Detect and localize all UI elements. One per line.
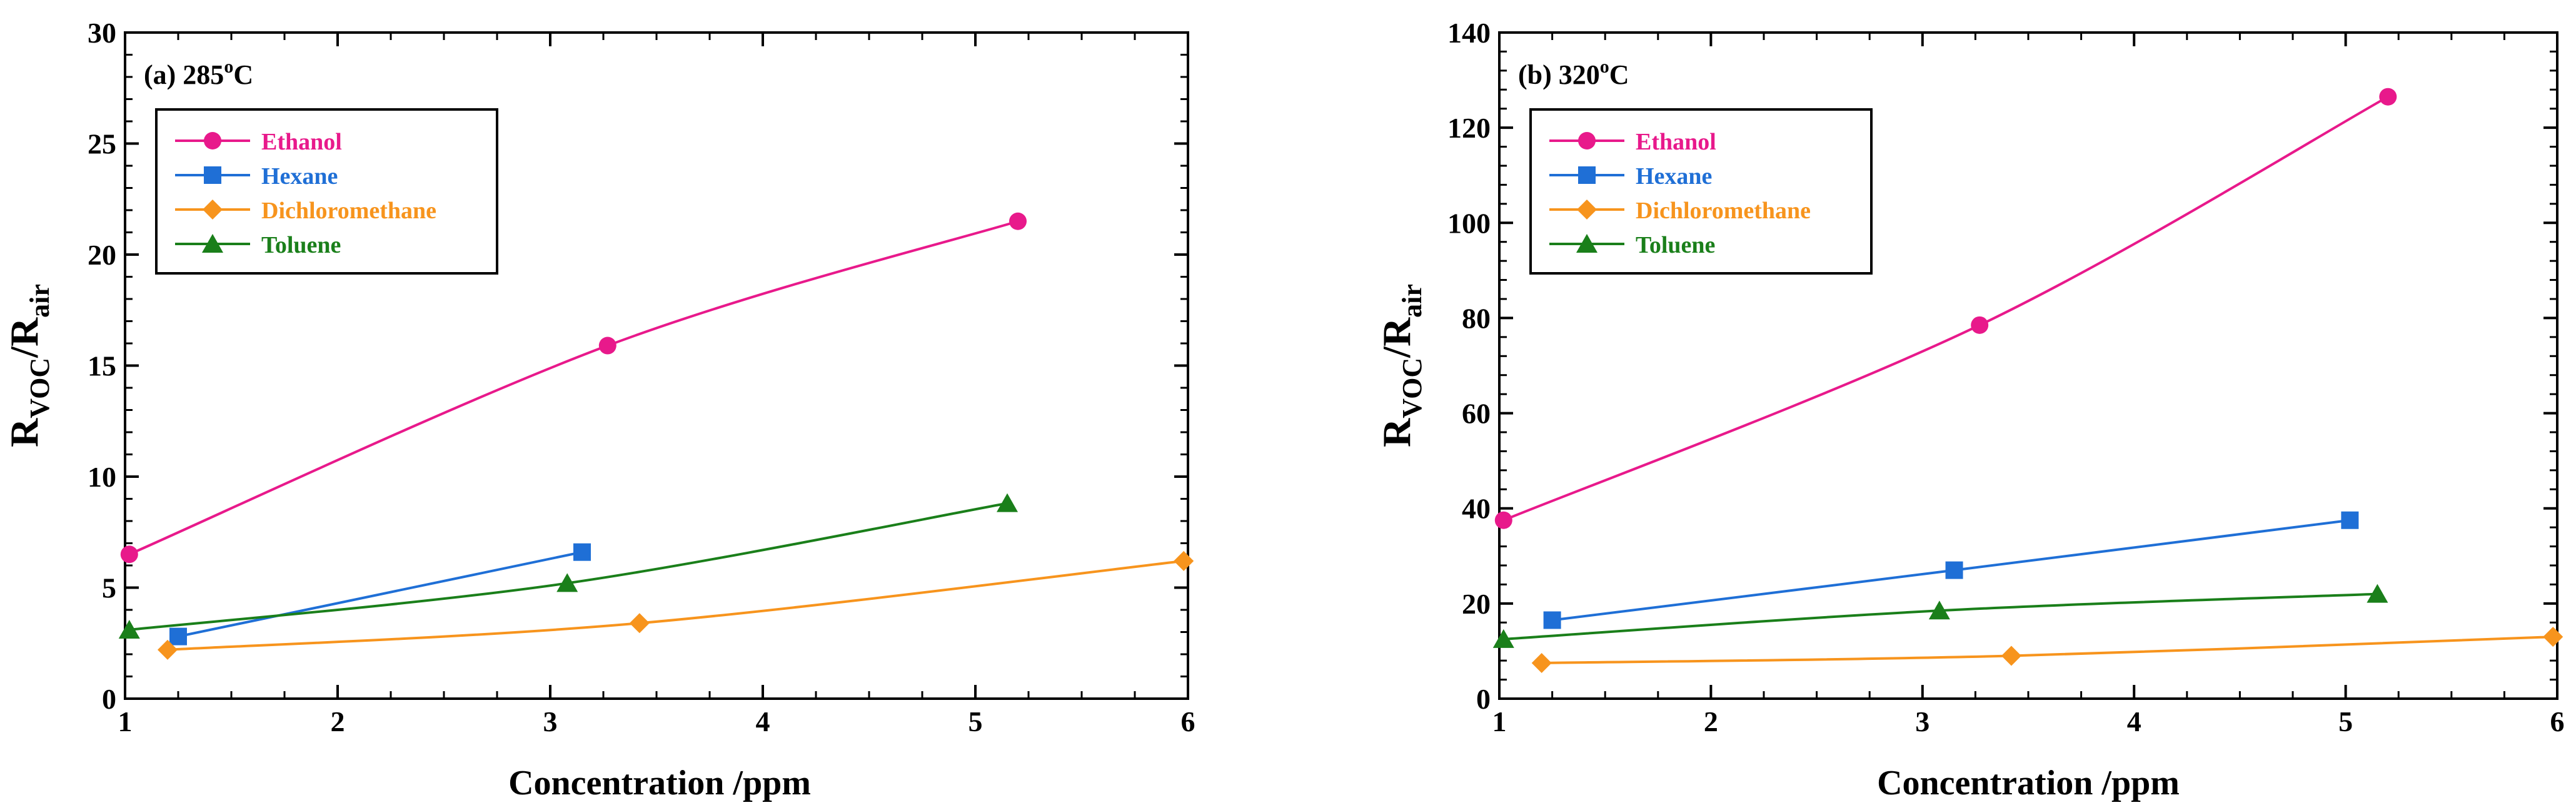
y-tick-label: 140 <box>1447 17 1491 49</box>
data-point-hexane <box>1543 611 1561 629</box>
legend-label-toluene: Toluene <box>1636 232 1715 258</box>
y-axis-title: RVOC/Rair <box>2 284 55 447</box>
legend-label-ethanol: Ethanol <box>1636 129 1716 155</box>
panel-label-degree: o <box>1600 56 1609 77</box>
series-line-hexane <box>178 550 583 638</box>
y-tick-label: 120 <box>1447 112 1491 144</box>
y-axis-title-part: R <box>1374 418 1419 447</box>
y-tick-label: 0 <box>102 683 116 715</box>
data-point-ethanol <box>1494 511 1512 529</box>
x-axis-title: Concentration /ppm <box>508 764 811 802</box>
x-tick-label: 3 <box>543 706 558 737</box>
y-tick-label: 80 <box>1462 302 1491 334</box>
series-line-toluene <box>129 502 1008 631</box>
legend-marker-ethanol <box>204 132 221 149</box>
legend-label-dichloromethane: Dichloromethane <box>1636 198 1811 224</box>
x-tick-label: 4 <box>756 706 770 737</box>
panel-label: (b) 320oC <box>1518 56 1629 90</box>
x-tick-label: 5 <box>969 706 983 737</box>
chart-1: 1 2 3 4 5 6 0 5 10 15 20 25 30 Concentration /ppm RVOC… <box>2 17 1195 802</box>
legend-marker-hexane <box>204 166 221 184</box>
panel-label-degree: o <box>224 56 233 77</box>
panel-label: (a) 285oC <box>144 56 253 90</box>
y-tick-label: 20 <box>88 239 116 271</box>
y-axis-title: RVOC/Rair <box>1374 284 1427 447</box>
legend-marker-dichloromethane <box>203 200 223 220</box>
legend-label-hexane: Hexane <box>1636 163 1712 190</box>
data-point-hexane <box>573 543 591 561</box>
legend-label-toluene: Toluene <box>261 232 341 258</box>
y-tick-label: 15 <box>88 350 116 382</box>
panel-label-unit: C <box>1609 59 1629 90</box>
panel-label-text: (b) 320 <box>1518 59 1600 90</box>
data-point-dichloromethane <box>158 639 178 660</box>
x-tick-label: 6 <box>1181 706 1195 737</box>
y-axis-title-part: air <box>24 284 55 318</box>
y-axis-title-part: /R <box>1374 317 1419 358</box>
y-tick-label: 5 <box>102 572 116 604</box>
series-line-dichloromethane <box>167 559 1184 651</box>
data-point-toluene <box>1928 600 1950 620</box>
data-point-dichloromethane <box>2001 645 2021 666</box>
data-point-toluene <box>997 493 1018 512</box>
data-point-dichloromethane <box>2543 627 2563 647</box>
data-point-dichloromethane <box>1531 652 1552 673</box>
y-tick-label: 0 <box>1476 683 1491 715</box>
legend-marker-hexane <box>1578 166 1596 184</box>
panel-label-unit: C <box>233 59 253 90</box>
y-axis-title-part: air <box>1397 284 1427 318</box>
x-axis-title: Concentration /ppm <box>1877 764 2180 802</box>
data-point-toluene <box>118 619 140 639</box>
x-tick-label: 1 <box>1492 706 1507 737</box>
x-tick-label: 3 <box>1915 706 1929 737</box>
legend-marker-ethanol <box>1578 132 1596 149</box>
data-point-ethanol <box>1971 316 1989 334</box>
data-point-dichloromethane <box>629 613 650 634</box>
data-point-dichloromethane <box>1174 550 1194 571</box>
x-tick-label: 4 <box>2127 706 2141 737</box>
panel-label-text: (a) 285 <box>144 59 224 90</box>
x-tick-label: 1 <box>118 706 133 737</box>
data-point-toluene <box>2367 584 2388 603</box>
y-axis-title-part: /R <box>2 317 46 358</box>
legend-label-dichloromethane: Dichloromethane <box>261 198 436 224</box>
y-tick-label: 25 <box>88 128 116 160</box>
data-point-hexane <box>2341 511 2359 529</box>
y-axis-title-part: R <box>2 418 46 447</box>
data-point-toluene <box>556 573 578 592</box>
data-point-hexane <box>169 627 187 645</box>
y-tick-label: 20 <box>1462 588 1491 620</box>
data-point-ethanol <box>1009 212 1027 230</box>
x-tick-label: 2 <box>1704 706 1718 737</box>
y-tick-label: 40 <box>1462 493 1491 525</box>
legend-marker-toluene <box>1576 234 1597 253</box>
legend-label-hexane: Hexane <box>261 163 338 190</box>
legend-label-ethanol: Ethanol <box>261 129 342 155</box>
y-tick-label: 60 <box>1462 398 1491 430</box>
data-point-ethanol <box>2379 88 2397 106</box>
data-point-hexane <box>1945 561 1963 579</box>
y-axis-title-part: VOC <box>24 358 55 418</box>
y-tick-label: 30 <box>88 17 116 49</box>
y-tick-label: 10 <box>88 461 116 493</box>
x-tick-label: 5 <box>2338 706 2353 737</box>
x-tick-label: 2 <box>331 706 345 737</box>
legend-marker-toluene <box>202 234 223 253</box>
data-point-ethanol <box>120 545 138 564</box>
series-line-dichloromethane <box>1541 635 2553 664</box>
y-axis-title-part: VOC <box>1397 358 1427 418</box>
data-point-toluene <box>1492 629 1514 648</box>
y-tick-label: 100 <box>1447 207 1491 239</box>
legend-marker-dichloromethane <box>1577 200 1597 220</box>
data-point-ethanol <box>598 337 616 355</box>
x-tick-label: 6 <box>2550 706 2565 737</box>
